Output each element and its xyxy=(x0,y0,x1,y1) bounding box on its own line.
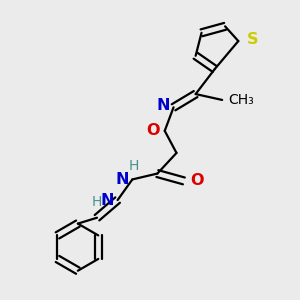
Text: N: N xyxy=(115,172,129,187)
Text: O: O xyxy=(190,173,204,188)
Text: H: H xyxy=(129,159,139,173)
Text: S: S xyxy=(247,32,258,47)
Text: N: N xyxy=(157,98,170,113)
Text: N: N xyxy=(100,193,114,208)
Text: H: H xyxy=(92,196,102,209)
Text: O: O xyxy=(146,123,159,138)
Text: CH₃: CH₃ xyxy=(229,93,254,107)
